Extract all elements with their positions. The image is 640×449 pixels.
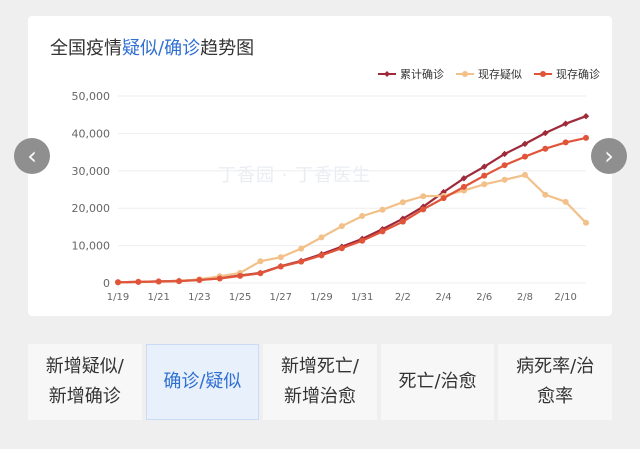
data-point-current <box>257 270 264 277</box>
legend-swatch-current <box>534 71 552 77</box>
tab-4[interactable]: 死亡/治愈 <box>380 344 495 420</box>
data-point-current <box>583 134 589 141</box>
legend-label: 现存确诊 <box>556 68 600 81</box>
y-tick-label: 0 <box>103 277 110 290</box>
legend-swatch-cumulative <box>378 71 396 77</box>
data-point-current <box>338 245 345 252</box>
x-tick-label: 1/25 <box>229 292 251 303</box>
data-point-current <box>501 162 508 169</box>
data-point-current <box>318 252 325 259</box>
data-point-current <box>176 278 183 285</box>
title-confirmed: 确诊 <box>164 38 201 59</box>
data-point-suspected <box>277 254 284 261</box>
data-point-current <box>196 277 203 284</box>
x-tick-label: 2/10 <box>554 292 576 303</box>
chevron-left-icon[interactable]: ‹ <box>14 138 50 174</box>
data-point-cumulative <box>460 175 468 182</box>
data-point-current <box>298 258 305 265</box>
data-point-suspected <box>521 171 528 178</box>
y-tick-label: 30,000 <box>72 165 111 178</box>
data-point-current <box>440 195 447 202</box>
data-point-current <box>399 218 406 225</box>
chart-card: 全国疫情疑似/确诊趋势图 累计确诊 现存疑似 现存确诊 丁香园 · 丁香医生 0 10… <box>28 16 612 316</box>
legend-label: 累计确诊 <box>400 68 444 81</box>
x-tick-label: 2/4 <box>436 292 452 303</box>
x-tick-label: 1/29 <box>310 292 332 303</box>
chevron-right-icon[interactable]: › <box>591 138 627 174</box>
data-point-current <box>562 139 569 146</box>
tab-2[interactable]: 确诊/疑似 <box>145 344 260 420</box>
title-suffix: 趋势图 <box>200 38 255 59</box>
data-point-cumulative <box>521 140 529 148</box>
x-tick-label: 1/19 <box>107 292 129 303</box>
chart-title: 全国疫情疑似/确诊趋势图 <box>50 34 254 60</box>
data-point-current <box>237 272 244 279</box>
x-tick-label: 1/21 <box>147 292 169 303</box>
line-chart: 0 10,000 20,000 30,000 40,000 50,000 1/19 1/21 1… <box>72 90 590 303</box>
data-point-current <box>521 153 528 160</box>
x-tick-label: 2/8 <box>517 292 533 303</box>
series-line-current <box>117 136 587 284</box>
y-tick-label: 40,000 <box>72 127 111 140</box>
data-point-current <box>542 145 549 152</box>
data-point-suspected <box>359 213 366 220</box>
y-tick-label: 20,000 <box>72 202 111 215</box>
legend-item-cumulative[interactable]: 累计确诊 <box>378 66 444 82</box>
x-tick-label: 2/2 <box>395 292 411 303</box>
chart-legend: 累计确诊 现存疑似 现存确诊 <box>378 66 600 82</box>
title-suspected: 疑似 <box>122 38 158 59</box>
data-point-suspected <box>379 206 386 213</box>
series-line-cumulative <box>117 115 587 284</box>
data-point-cumulative <box>562 120 569 127</box>
data-point-cumulative <box>582 112 590 120</box>
data-point-suspected <box>399 199 406 206</box>
data-point-suspected <box>583 219 589 226</box>
legend-item-current[interactable]: 现存确诊 <box>534 66 600 82</box>
data-point-cumulative <box>481 163 488 170</box>
tab-5[interactable]: 病死率/治 愈率 <box>498 344 612 420</box>
title-separator: / <box>158 38 165 59</box>
data-point-suspected <box>298 245 305 252</box>
data-point-current <box>115 279 121 286</box>
data-point-current <box>155 278 162 285</box>
watermark: 丁香园 · 丁香医生 <box>218 165 372 186</box>
series-line-suspected <box>117 173 587 284</box>
tab-3[interactable]: 新增死亡/ 新增治愈 <box>263 344 377 420</box>
x-tick-label: 1/27 <box>270 292 292 303</box>
data-point-suspected <box>420 193 427 200</box>
data-point-current <box>460 183 467 190</box>
data-point-current <box>135 278 142 285</box>
data-point-current <box>379 228 386 235</box>
x-tick-label: 1/31 <box>351 292 373 303</box>
chart-tabs: 新增疑似/ 新增确诊 确诊/疑似 新增死亡/ 新增治愈 死亡/治愈 病死率/治 愈率 <box>28 344 612 420</box>
legend-label: 现存疑似 <box>478 68 522 81</box>
data-point-current <box>420 206 427 213</box>
data-point-suspected <box>562 198 569 205</box>
data-point-current <box>216 275 223 282</box>
title-prefix: 全国疫情 <box>50 38 122 59</box>
data-point-cumulative <box>501 150 508 158</box>
data-point-current <box>277 263 284 270</box>
data-point-suspected <box>257 258 264 265</box>
data-point-suspected <box>501 176 508 183</box>
data-point-current <box>359 237 366 244</box>
tab-1[interactable]: 新增疑似/ 新增确诊 <box>28 344 142 420</box>
data-point-suspected <box>338 223 345 230</box>
legend-item-suspected[interactable]: 现存疑似 <box>456 66 522 82</box>
data-point-cumulative <box>542 129 549 137</box>
data-point-suspected <box>318 234 325 241</box>
y-tick-label: 10,000 <box>72 240 111 253</box>
y-tick-label: 50,000 <box>72 90 111 103</box>
x-tick-label: 1/23 <box>188 292 210 303</box>
legend-swatch-suspected <box>456 71 474 77</box>
data-point-current <box>481 172 488 179</box>
x-tick-label: 2/6 <box>476 292 492 303</box>
data-point-suspected <box>542 191 549 198</box>
data-point-suspected <box>481 181 488 188</box>
